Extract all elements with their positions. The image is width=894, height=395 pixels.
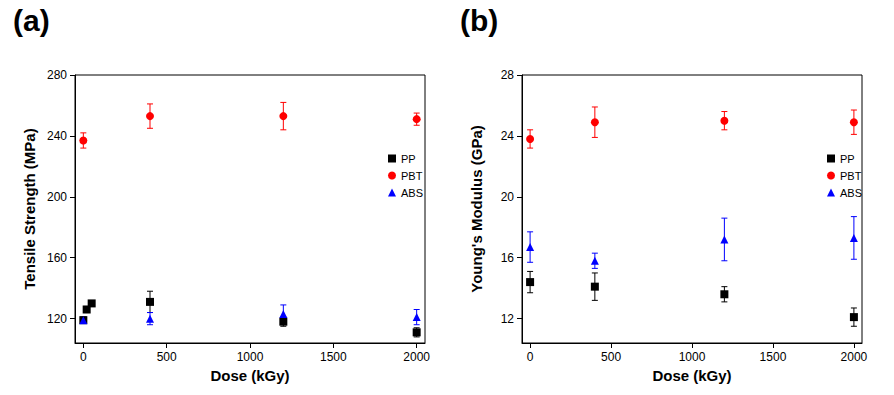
svg-text:1500: 1500 (760, 350, 787, 364)
svg-text:20: 20 (501, 190, 515, 204)
svg-text:ABS: ABS (401, 187, 423, 199)
svg-text:Dose (kGy): Dose (kGy) (652, 367, 731, 384)
svg-text:500: 500 (157, 350, 177, 364)
svg-text:28: 28 (501, 68, 515, 82)
svg-text:500: 500 (601, 350, 621, 364)
svg-text:Dose (kGy): Dose (kGy) (210, 367, 289, 384)
svg-text:Young's Modulus (GPa): Young's Modulus (GPa) (468, 125, 485, 292)
svg-text:2000: 2000 (841, 350, 868, 364)
svg-text:Tensile Strength (MPa): Tensile Strength (MPa) (21, 128, 38, 289)
svg-text:240: 240 (47, 129, 67, 143)
svg-text:1500: 1500 (320, 350, 347, 364)
svg-text:(a): (a) (13, 4, 50, 37)
svg-text:PP: PP (401, 153, 416, 165)
svg-text:1000: 1000 (679, 350, 706, 364)
svg-text:2000: 2000 (403, 350, 430, 364)
svg-text:PBT: PBT (840, 170, 862, 182)
svg-text:24: 24 (501, 129, 515, 143)
svg-text:200: 200 (47, 190, 67, 204)
svg-text:280: 280 (47, 68, 67, 82)
svg-text:(b): (b) (460, 4, 498, 37)
svg-text:PP: PP (840, 153, 855, 165)
svg-text:ABS: ABS (840, 187, 862, 199)
svg-text:0: 0 (527, 350, 534, 364)
svg-text:16: 16 (501, 251, 515, 265)
svg-text:0: 0 (80, 350, 87, 364)
svg-text:12: 12 (501, 312, 515, 326)
svg-text:160: 160 (47, 251, 67, 265)
svg-text:PBT: PBT (401, 170, 423, 182)
svg-text:1000: 1000 (237, 350, 264, 364)
svg-text:120: 120 (47, 312, 67, 326)
